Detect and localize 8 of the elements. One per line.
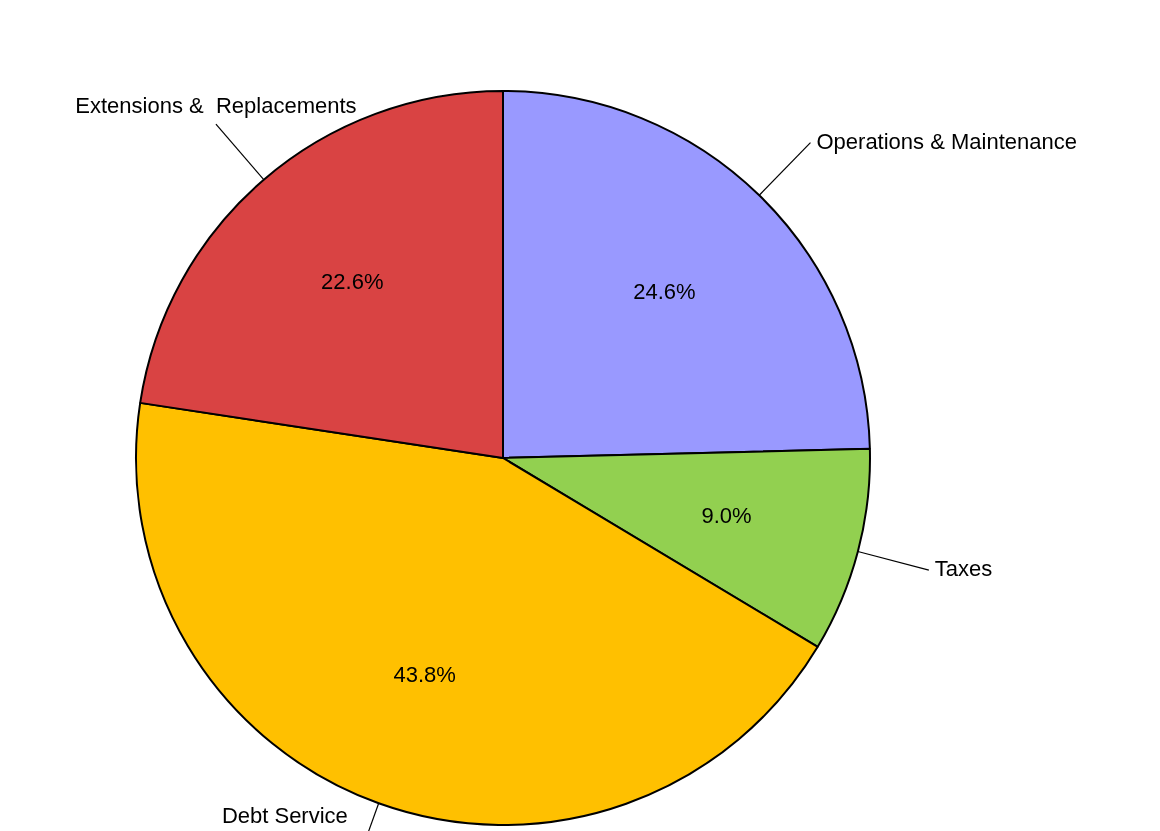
data-label: 9.0% bbox=[701, 502, 752, 528]
slice-label: Extensions & Replacements bbox=[75, 93, 357, 119]
data-label: 24.6% bbox=[633, 278, 696, 304]
data-label: 43.8% bbox=[393, 661, 456, 687]
slice-label: Taxes bbox=[934, 556, 993, 582]
data-label: 22.6% bbox=[321, 268, 384, 294]
slice-label: Operations & Maintenance bbox=[816, 128, 1077, 154]
slice-label: Debt Service bbox=[221, 803, 348, 829]
